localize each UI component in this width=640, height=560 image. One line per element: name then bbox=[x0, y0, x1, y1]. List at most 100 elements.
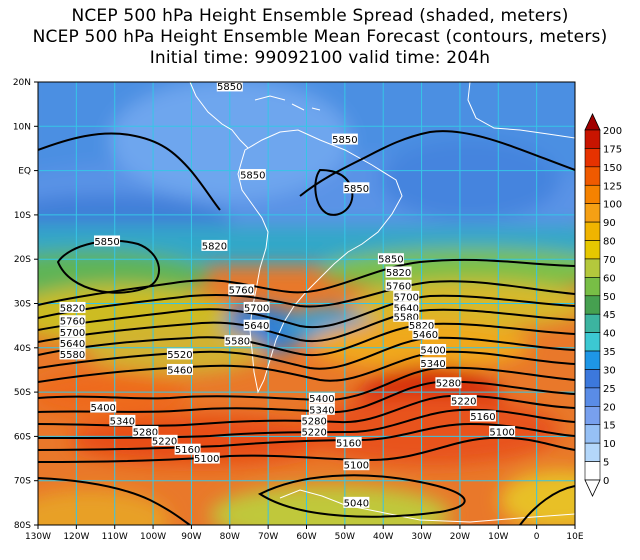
colorbar-swatch bbox=[584, 461, 601, 481]
contour-label-text: 5160 bbox=[470, 412, 495, 423]
lon-tick-label: 20W bbox=[450, 532, 470, 542]
contour-label-bg bbox=[59, 326, 86, 338]
lat-tick-label: EQ bbox=[18, 167, 31, 177]
contour-label-text: 5820 bbox=[386, 268, 411, 279]
colorbar: 2001751501251009080706050454035302520151… bbox=[584, 113, 622, 497]
contour-label-text: 5700 bbox=[60, 328, 85, 339]
contour-label-bg bbox=[109, 414, 136, 426]
contour-label-bg bbox=[377, 253, 404, 265]
contour-label-bg bbox=[385, 279, 412, 291]
longitude-labels: 130W 120W 110W 100W 90W 80W 70W 60W 50W 40W 30W 20W… bbox=[25, 525, 584, 542]
lon-tick-label: 80W bbox=[220, 532, 240, 542]
contour-5520 bbox=[38, 336, 575, 370]
lon-tick-label: 50W bbox=[335, 532, 355, 542]
contour-label-bg bbox=[343, 496, 370, 508]
colorbar-bottom-arrow bbox=[584, 479, 601, 497]
colorbar-swatch bbox=[584, 406, 601, 426]
colorbar-label: 5 bbox=[603, 458, 609, 469]
south-america-coast bbox=[237, 129, 403, 394]
contour-label-text: 5340 bbox=[309, 405, 334, 416]
contour-label-text: 5760 bbox=[229, 286, 254, 297]
contour-label: 5280 bbox=[132, 425, 159, 438]
contour-5760 bbox=[38, 280, 575, 319]
central-america-coast bbox=[189, 82, 249, 149]
contour-label-bg bbox=[59, 348, 86, 360]
contour-label: 5580 bbox=[224, 335, 251, 348]
contour-label-bg bbox=[228, 284, 255, 296]
colorbar-label: 150 bbox=[603, 163, 622, 174]
title-line-3: Initial time: 99092100 valid time: 204h bbox=[149, 48, 491, 68]
contour-label-bg bbox=[216, 80, 243, 92]
colorbar-label: 20 bbox=[603, 402, 616, 413]
colorbar-label: 45 bbox=[603, 310, 616, 321]
contour-label-text: 5760 bbox=[60, 317, 85, 328]
lat-tick-label: 40S bbox=[14, 344, 31, 354]
contour-label: 5850 bbox=[377, 253, 404, 266]
contour-label-text: 5520 bbox=[167, 350, 192, 361]
contour-label: 5820 bbox=[59, 301, 86, 314]
contour-label-bg bbox=[420, 344, 447, 356]
contour-label-bg bbox=[469, 410, 496, 422]
contour-label-bg bbox=[331, 133, 358, 145]
contour-south-east bbox=[519, 485, 575, 525]
lon-tick-label: 70W bbox=[258, 532, 278, 542]
contour-label-text: 5580 bbox=[225, 337, 250, 348]
lat-tick-label: 30S bbox=[14, 300, 31, 310]
contour-label-bg bbox=[408, 319, 435, 331]
contour-label: 5100 bbox=[193, 452, 220, 465]
contour-label-bg bbox=[166, 363, 193, 375]
contour-label: 5280 bbox=[435, 377, 462, 390]
contour-label-text: 5220 bbox=[152, 436, 177, 447]
lat-tick-label: 80S bbox=[14, 521, 31, 531]
contour-label-bg bbox=[308, 403, 335, 415]
colorbar-label: 40 bbox=[603, 329, 616, 340]
caribbean-islands bbox=[254, 95, 321, 111]
contour-label-bg bbox=[90, 401, 117, 413]
colorbar-swatch bbox=[584, 258, 601, 278]
lon-tick-label: 130W bbox=[25, 532, 51, 542]
lon-tick-label: 30W bbox=[411, 532, 431, 542]
colorbar-swatch bbox=[584, 387, 601, 407]
contour-5850-high bbox=[314, 168, 354, 216]
contour-label-bg bbox=[193, 452, 220, 464]
contour-label-bg bbox=[385, 266, 412, 278]
contour-label-bg bbox=[343, 182, 370, 194]
contour-label-bg bbox=[308, 392, 335, 404]
colorbar-swatch bbox=[584, 203, 601, 223]
colorbar-label: 15 bbox=[603, 421, 616, 432]
contour-label-bg bbox=[393, 301, 420, 313]
contour-label-bg bbox=[151, 434, 178, 446]
contour-label-text: 5850 bbox=[378, 255, 403, 266]
contour-label-bg bbox=[335, 437, 362, 449]
colorbar-label: 50 bbox=[603, 292, 616, 303]
contour-label: 5160 bbox=[174, 443, 201, 456]
colorbar-swatch bbox=[584, 295, 601, 315]
colorbar-swatch bbox=[584, 424, 601, 444]
contour-label-bg bbox=[59, 315, 86, 327]
colorbar-label: 125 bbox=[603, 181, 622, 192]
contour-label: 5850 bbox=[343, 182, 370, 195]
contour-label-bg bbox=[59, 301, 86, 313]
contour-label: 5850 bbox=[216, 80, 243, 93]
contour-label-bg bbox=[239, 169, 266, 181]
contour-label: 5760 bbox=[228, 284, 255, 297]
contour-label: 5100 bbox=[343, 459, 370, 472]
contour-label: 5820 bbox=[408, 319, 435, 332]
contour-label: 5700 bbox=[59, 326, 86, 339]
contour-label-text: 5580 bbox=[60, 350, 85, 361]
colorbar-swatch bbox=[584, 240, 601, 260]
colorbar-label: 200 bbox=[603, 126, 622, 137]
contour-label-text: 5040 bbox=[344, 498, 369, 509]
lon-tick-label: 0 bbox=[534, 532, 540, 542]
latitude-labels: 20N 10N EQ 10S 20S 30S 40S 50S 60S 70S 80S bbox=[13, 78, 38, 531]
contour-5850-tropical bbox=[38, 132, 221, 211]
contour-label-text: 5100 bbox=[194, 454, 219, 465]
contour-label: 5040 bbox=[343, 496, 370, 509]
contour-5640 bbox=[38, 308, 575, 343]
contour-label-bg bbox=[224, 335, 251, 347]
contour-label-text: 5460 bbox=[413, 330, 438, 341]
colorbar-swatch bbox=[584, 166, 601, 186]
contour-label: 5850 bbox=[239, 169, 266, 182]
